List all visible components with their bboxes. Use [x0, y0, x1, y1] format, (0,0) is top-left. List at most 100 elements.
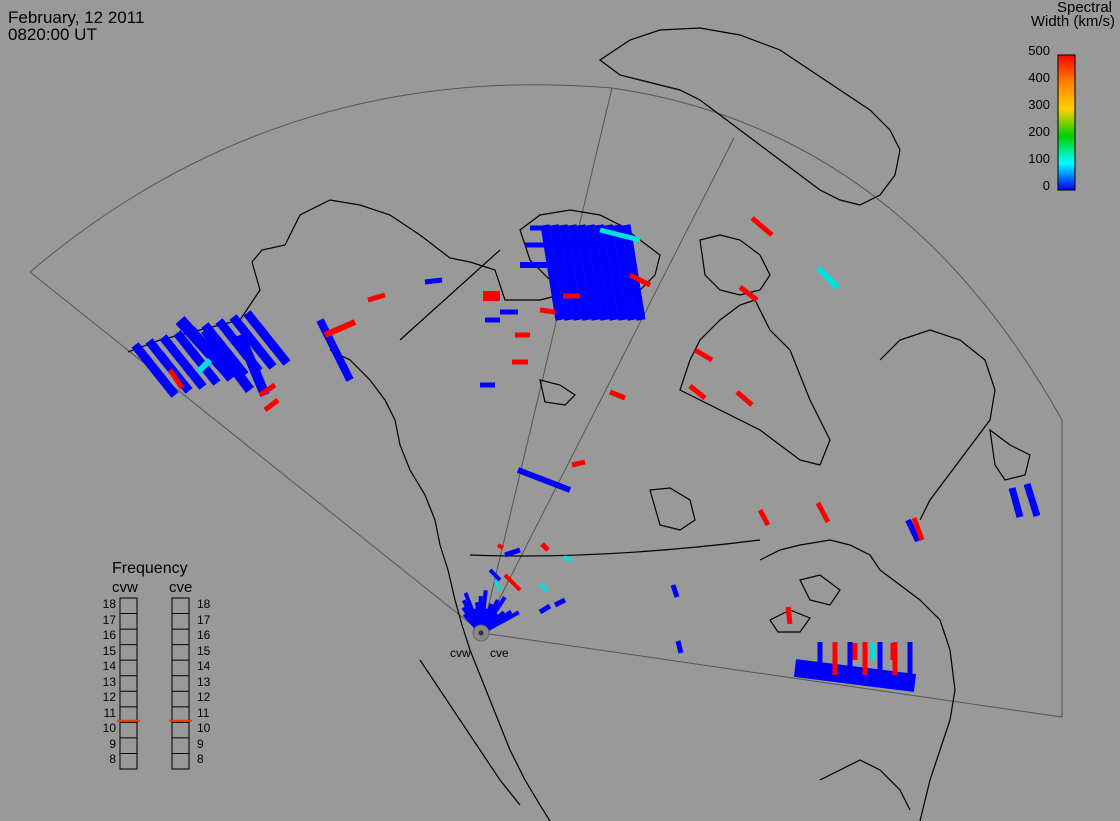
scatter-cell [503, 573, 522, 592]
scatter-cell [496, 543, 505, 550]
colorbar-tick: 300 [1028, 97, 1050, 112]
scatter-cell [911, 517, 925, 541]
colorbar-tick: 100 [1028, 151, 1050, 166]
scatter-cell [785, 606, 793, 625]
frequency-scale-label: 10 [102, 721, 116, 736]
colorbar-tick: 500 [1028, 43, 1050, 58]
frequency-radar-label: cve [169, 579, 193, 596]
scatter-cell [159, 334, 207, 390]
scatter-cell [688, 384, 707, 400]
frequency-scale-label: 16 [102, 628, 116, 643]
scatter-cell [540, 542, 550, 552]
frequency-scale-label: 11 [197, 705, 210, 720]
radar-scatter [131, 216, 1041, 692]
scatter-cell [563, 555, 573, 563]
scatter-cell [815, 265, 841, 291]
scatter-cell [603, 224, 628, 321]
radar-site-markers [472, 624, 490, 642]
scatter-cell [585, 224, 610, 321]
scatter-cell [263, 398, 280, 412]
scatter-cell [1023, 482, 1041, 518]
colorbar-gradient [1057, 54, 1076, 191]
scatter-cell [323, 319, 357, 338]
scatter-cell [738, 285, 759, 302]
frequency-scale-label: 9 [197, 736, 204, 751]
frequency-scale-label: 17 [102, 612, 116, 627]
scatter-cell [628, 272, 652, 288]
scatter-cell [201, 327, 254, 393]
scatter-cell [539, 307, 556, 315]
radar-site-dot [478, 630, 484, 636]
frequency-scale-label: 14 [197, 659, 211, 674]
scatter-cell [258, 382, 277, 398]
radar-site-label: cvw [450, 646, 471, 660]
frequency-scale-label: 11 [103, 705, 116, 720]
colorbar-title-line2: Width (km/s) [1030, 13, 1115, 30]
scatter-cell [757, 508, 771, 527]
frequency-scale-label: 15 [197, 643, 211, 658]
frequency-scale-label: 8 [197, 752, 204, 767]
frequency-scale-label: 12 [197, 690, 211, 705]
scatter-cell [549, 224, 574, 321]
frequency-scale-label: 14 [102, 659, 116, 674]
scatter-cell [793, 659, 917, 692]
colorbar-tick: 400 [1028, 70, 1050, 85]
scatter-cell [553, 597, 567, 608]
scatter-cell [571, 459, 586, 468]
frequency-scale-label: 18 [197, 597, 211, 611]
colorbar-tick: 200 [1028, 124, 1050, 139]
scatter-cell [621, 224, 646, 321]
scatter-cell [243, 310, 291, 366]
scatter-cell [175, 315, 235, 380]
scatter-cell [670, 584, 680, 598]
scatter-cell [905, 518, 921, 543]
frequency-boxes [119, 597, 190, 770]
scatter-cell [195, 357, 213, 375]
scatter-cell [229, 314, 277, 370]
frequency-scale-label: 8 [109, 752, 116, 767]
frequency-scale-label: 16 [197, 628, 211, 643]
scatter-cell [815, 501, 831, 524]
frequency-scale-label: 12 [102, 690, 116, 705]
scatter-cell [173, 330, 221, 386]
date-label: February, 12 2011 [8, 8, 145, 27]
scatter-cell [538, 583, 550, 592]
scatter-cell [493, 579, 502, 591]
frequency-ticks [120, 613, 189, 754]
radar-site-label: cve [490, 646, 509, 660]
frequency-scale-label: 15 [102, 643, 116, 658]
scatter-cell [235, 333, 270, 397]
scatter-cell [693, 347, 714, 363]
scatter-cell [558, 224, 583, 321]
field-of-view [29, 84, 1063, 718]
frequency-scale-label: 10 [197, 721, 211, 736]
scatter-cell [675, 640, 684, 654]
scatter-cell [488, 568, 502, 582]
scatter-cell [576, 224, 601, 321]
scatter-cell [609, 389, 626, 401]
frequency-scale-label: 17 [197, 612, 211, 627]
scatter-cell [1008, 487, 1024, 518]
scatter-cell [538, 603, 552, 615]
frequency-scale-label: 18 [102, 597, 116, 611]
scatter-cell [424, 277, 443, 285]
scatter-cell [612, 224, 637, 321]
scatter-cell [131, 342, 179, 398]
scatter-cell [599, 227, 641, 243]
scatter-cell [316, 318, 354, 382]
colorbar-tick: 0 [1042, 178, 1050, 193]
frequency-radar-label: cvw [112, 579, 138, 596]
frequency-scale-label: 9 [109, 736, 116, 751]
coastlines [127, 27, 1031, 821]
scatter-cell [167, 368, 185, 390]
frequency-scale-label: 13 [102, 674, 116, 689]
scatter-cell [567, 224, 592, 321]
frequency-scale-label: 13 [197, 674, 211, 689]
colorbar-title-line1: Spectral [1056, 0, 1112, 16]
scatter-cell [516, 467, 572, 493]
scatter-cell [367, 292, 386, 303]
scatter-cell [750, 216, 774, 237]
time-label: 0820:00 UT [8, 25, 97, 44]
scatter-cell [145, 338, 193, 394]
